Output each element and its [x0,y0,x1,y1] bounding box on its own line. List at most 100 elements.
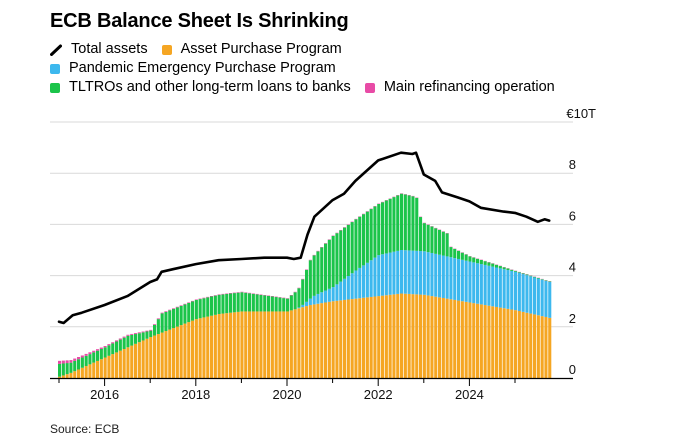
bar-app [229,312,233,378]
bar-tltro [487,262,491,266]
x-tick-label: 2024 [455,387,484,402]
bar-app [80,367,84,378]
bar-pepp [392,251,396,295]
bar-app [502,308,506,378]
bar-pepp [453,258,457,300]
bar-tltro [460,252,464,260]
bar-tltro [415,197,419,251]
bar-pepp [468,261,472,303]
bar-app [457,300,461,378]
bar-app [286,311,290,378]
legend-item-pepp: Pandemic Emergency Purchase Program [50,59,336,78]
bar-app [198,318,202,378]
bar-tltro [217,294,221,314]
bar-tltro [103,347,107,358]
bar-tltro [407,195,411,251]
bar-app [248,311,252,378]
bar-app [111,354,115,378]
bar-tltro [320,247,324,293]
bar-tltro [392,197,396,252]
bar-app [525,312,529,378]
bar-app [194,319,198,378]
bar-app [540,316,544,378]
bar-pepp [339,281,343,301]
bar-pepp [426,252,430,296]
bar-tltro [548,281,552,282]
bar-app [191,320,195,378]
bar-mro [126,334,130,336]
bar-tltro [476,258,480,264]
bar-pepp [308,298,312,306]
bar-tltro [270,296,274,312]
bar-app [251,311,255,378]
bar-pepp [430,252,434,297]
bar-app [544,316,548,378]
bar-app [107,355,111,378]
bar-tltro [194,299,198,320]
bar-pepp [483,264,487,306]
bar-app [168,329,172,378]
bar-mro [175,306,179,308]
bar-tltro [491,263,495,267]
bar-app [365,297,369,378]
bar-tltro [213,295,217,315]
bar-mro [198,298,202,300]
bar-tltro [107,345,111,356]
bar-app [210,315,214,378]
bar-pepp [316,293,320,304]
bar-app [232,312,236,378]
bar-pepp [301,304,305,308]
bar-app [183,323,187,378]
bar-app [316,303,320,378]
bar-pepp [548,282,552,318]
bar-app [468,302,472,378]
legend-label: TLTROs and other long-term loans to bank… [69,79,351,95]
legend-item-tltro: TLTROs and other long-term loans to bank… [50,78,351,97]
bar-tltro [149,330,153,338]
bars [58,193,552,378]
bar-app [153,335,157,378]
x-tick-label: 2022 [364,387,393,402]
bar-mro [61,360,65,364]
bar-pepp [521,274,525,312]
bar-mro [103,346,107,348]
bar-tltro [141,332,145,341]
bar-pepp [529,276,533,314]
y-tick-label: 0 [569,362,576,377]
bar-app [312,304,316,378]
bar-mro [118,338,122,340]
bar-app [274,311,278,378]
bar-app [172,328,176,378]
bar-pepp [449,257,453,300]
square-icon [50,82,60,93]
bar-tltro [472,257,476,263]
bar-tltro [118,339,122,351]
bar-tltro [202,298,206,318]
bar-tltro [540,279,544,280]
bar-app [441,298,445,378]
bar-mro [130,333,134,335]
bar-app [514,310,518,378]
bar-pepp [365,262,369,298]
bar-mro [107,344,111,346]
bar-tltro [339,230,343,282]
bar-mro [137,332,141,334]
bar-mro [168,309,172,311]
bar-app [331,301,335,378]
legend-label: Total assets [71,41,148,57]
bar-app [536,315,540,378]
bar-tltro [191,301,195,321]
bar-app [134,343,138,378]
bar-tltro [362,214,366,266]
y-tick-label: 8 [569,157,576,172]
bar-app [381,295,385,378]
bar-mro [183,303,187,305]
bar-tltro [457,250,461,259]
bar-pepp [362,265,366,298]
bar-app [449,299,453,378]
bar-app [498,307,502,378]
bar-tltro [248,293,252,312]
bar-tltro [350,222,354,274]
bar-tltro [396,195,400,251]
bar-tltro [229,293,233,313]
